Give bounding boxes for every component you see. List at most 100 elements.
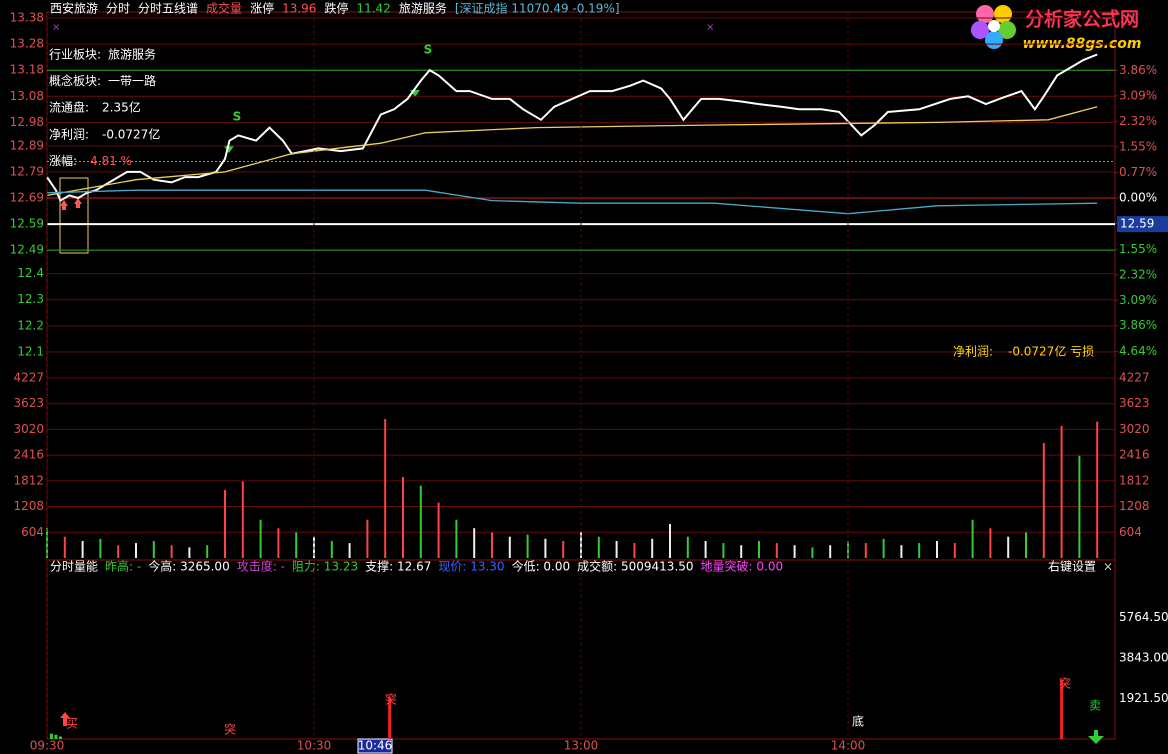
- y-tick-label: 2416: [1119, 448, 1150, 462]
- bar: [1007, 536, 1010, 558]
- y-tick-label: 13.08: [10, 89, 44, 103]
- header-item: 西安旅游: [50, 1, 98, 16]
- header-item: 昨高: -: [105, 559, 141, 574]
- bar: [811, 547, 814, 558]
- bar: [1060, 679, 1064, 739]
- header-item: 支撑: 12.67: [365, 559, 431, 574]
- y2-tick-label: 4.64%: [1119, 344, 1157, 358]
- signal-label: 底: [852, 714, 864, 729]
- bar: [384, 418, 387, 558]
- bar: [277, 528, 280, 558]
- signal-label: 买: [66, 717, 78, 731]
- price-label-box: [1117, 216, 1168, 233]
- bar: [633, 543, 636, 558]
- bar: [402, 477, 404, 558]
- signal-label: 突: [385, 692, 397, 707]
- bar: [419, 485, 422, 558]
- bar: [437, 502, 440, 558]
- sell-arrow: [1088, 730, 1104, 744]
- header-item: 阻力: 13.23: [292, 560, 358, 574]
- bar: [580, 532, 582, 558]
- bar: [864, 543, 867, 558]
- header-item: 现价: 13.30: [438, 560, 504, 574]
- y-tick-label: 604: [21, 525, 44, 539]
- buy-arrow: [60, 712, 70, 726]
- header-item: 今高: 3265.00: [148, 559, 229, 574]
- info-value: 一带一路: [108, 73, 156, 88]
- logo-title: 分析家公式网: [1025, 8, 1139, 31]
- header-item: 分时: [106, 2, 130, 16]
- bar: [758, 540, 760, 558]
- close-button[interactable]: ×: [1103, 560, 1113, 574]
- bar: [117, 545, 120, 558]
- cursor-label: 10:46: [358, 739, 393, 753]
- y-tick-label: 12.98: [10, 115, 44, 129]
- y-tick-label: 13.38: [10, 11, 44, 25]
- signal-label: 突: [224, 722, 236, 737]
- marker: ×: [52, 22, 60, 33]
- y2-tick-label: 2.32%: [1119, 267, 1157, 281]
- y2-tick-label: 0.77%: [1119, 165, 1157, 179]
- bar: [918, 543, 921, 558]
- bar: [206, 545, 209, 558]
- bar: [526, 534, 529, 558]
- bar: [49, 733, 53, 739]
- y-tick-label: 604: [1119, 525, 1142, 539]
- bar: [295, 532, 298, 558]
- y-tick-label: 12.69: [10, 191, 44, 205]
- bar: [775, 543, 778, 558]
- info-label: 涨幅:: [49, 153, 77, 168]
- x-tick-label: 10:30: [297, 739, 332, 753]
- settings-button[interactable]: 右键设置: [1048, 559, 1096, 574]
- x-tick-label: 14:00: [831, 739, 866, 753]
- y2-tick-label: 1.55%: [1119, 242, 1157, 256]
- bar: [99, 538, 102, 558]
- signal-label: S: [424, 43, 433, 57]
- bar: [936, 540, 938, 558]
- bar: [793, 545, 796, 558]
- y-tick-label: 3623: [1119, 396, 1150, 410]
- bar: [562, 540, 565, 558]
- x-tick-label: 13:00: [564, 739, 599, 753]
- bar: [1060, 425, 1063, 558]
- y-tick-label: 1208: [1119, 499, 1150, 513]
- x-tick-label: 09:30: [30, 739, 65, 753]
- y2-tick-label: 3.86%: [1119, 318, 1157, 332]
- y-tick-label: 4227: [1119, 371, 1150, 385]
- y2-tick-label: 3.09%: [1119, 293, 1157, 307]
- bar: [669, 523, 671, 558]
- bar: [152, 540, 155, 558]
- y-tick-label: 1208: [13, 499, 44, 513]
- header-item: 攻击度: -: [237, 559, 285, 574]
- bar: [1078, 455, 1081, 558]
- selection-box: [59, 177, 89, 254]
- bar: [81, 540, 84, 558]
- y2-tick-label: 3.09%: [1119, 88, 1157, 102]
- y2-tick-label: 2.32%: [1119, 114, 1157, 128]
- bar: [1025, 532, 1027, 558]
- bar: [508, 536, 511, 558]
- header-item: 11.42: [356, 2, 390, 16]
- bar: [135, 543, 137, 558]
- bar: [259, 519, 262, 558]
- bar: [740, 545, 743, 558]
- info-value: 2.35亿: [102, 100, 141, 115]
- bar: [971, 519, 974, 558]
- y-tick-label: 12.79: [10, 164, 44, 178]
- bar: [1042, 443, 1045, 558]
- y2-tick-label: 0.00%: [1119, 191, 1157, 205]
- bar: [348, 543, 351, 558]
- header-item: 成交额: 5009413.50: [577, 559, 693, 574]
- bar: [54, 734, 58, 739]
- bar: [829, 545, 832, 558]
- bar: [170, 545, 173, 558]
- y-tick-label: 1812: [1119, 473, 1150, 487]
- bar: [900, 545, 903, 558]
- bar: [455, 519, 458, 558]
- y-tick-label: 2416: [13, 448, 44, 462]
- header-item: 13.96: [282, 2, 316, 16]
- y2-tick-label: 3.86%: [1119, 63, 1157, 77]
- bar: [597, 536, 600, 558]
